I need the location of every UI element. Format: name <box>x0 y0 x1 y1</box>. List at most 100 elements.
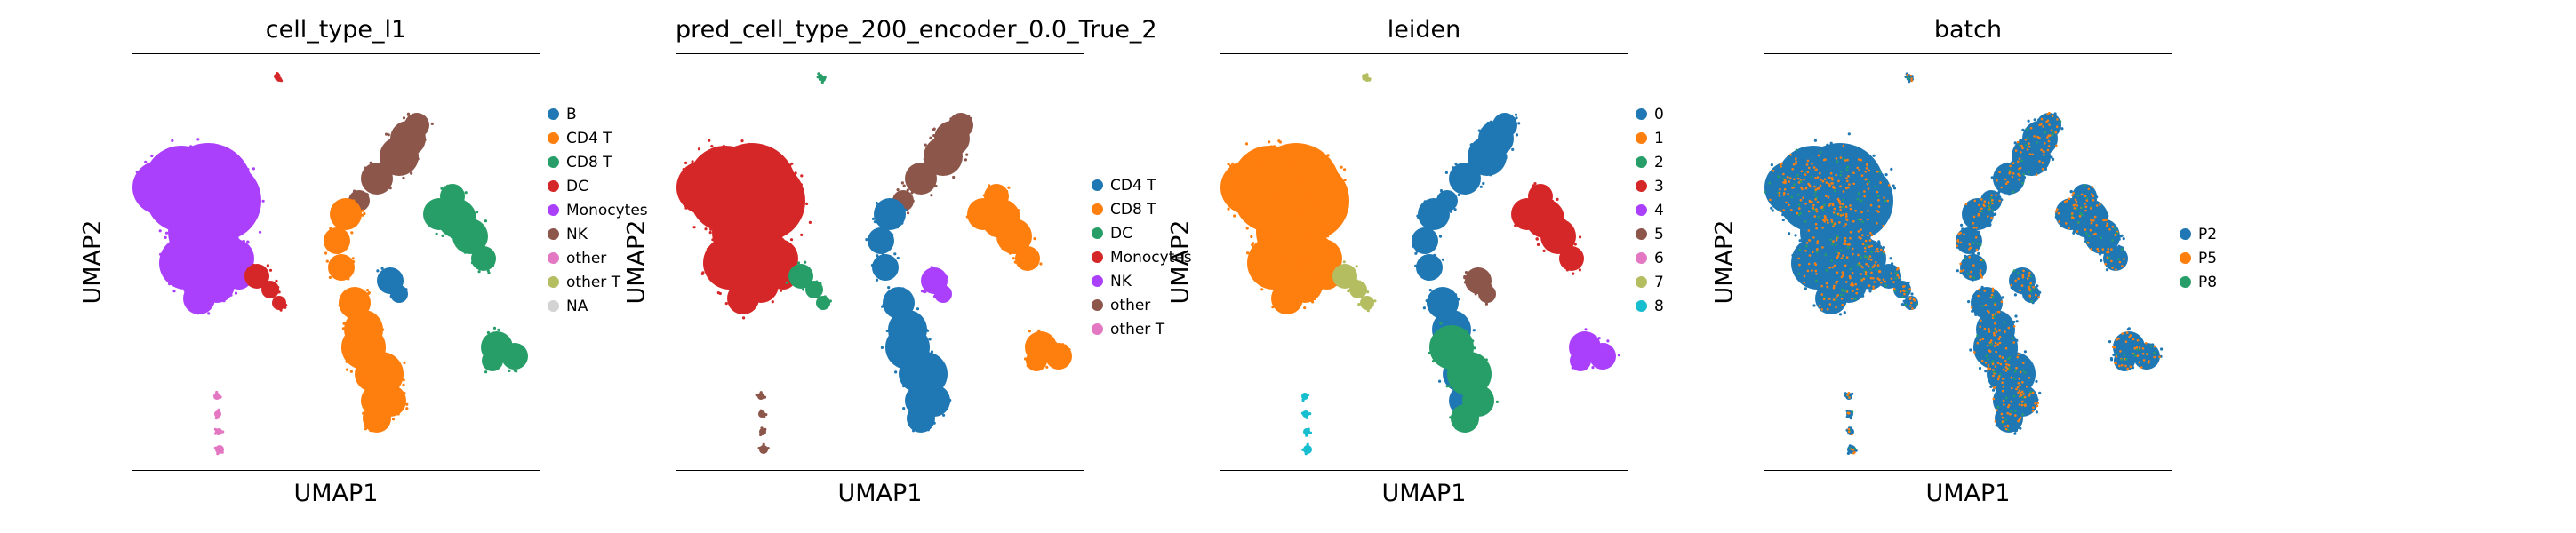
data-point <box>1833 207 1836 211</box>
data-point <box>2004 182 2008 186</box>
data-point <box>2017 382 2020 385</box>
data-point <box>800 212 804 216</box>
data-point <box>1449 359 1452 362</box>
data-point <box>1795 157 1797 160</box>
data-point <box>1808 254 1812 257</box>
data-point <box>1857 158 1860 161</box>
data-point <box>2004 370 2008 372</box>
data-point <box>2004 425 2006 428</box>
cluster-mono-tail <box>785 260 832 310</box>
data-point <box>1845 281 1848 283</box>
data-point <box>1489 131 1492 135</box>
data-point <box>2123 354 2126 357</box>
data-point <box>2117 258 2120 260</box>
data-point <box>190 269 194 274</box>
data-point <box>385 132 388 136</box>
data-point <box>1302 262 1306 266</box>
data-point <box>741 232 745 235</box>
data-point <box>1464 271 1468 274</box>
data-point <box>284 306 287 309</box>
point-cloud <box>328 254 355 281</box>
data-point <box>1867 210 1869 212</box>
data-point <box>882 304 885 307</box>
data-point <box>367 291 371 295</box>
legend-marker <box>2180 228 2191 240</box>
data-point <box>1846 202 1850 206</box>
data-point <box>1977 212 1980 216</box>
data-point <box>2017 277 2020 281</box>
data-point <box>934 184 938 188</box>
data-point <box>240 259 244 262</box>
data-point <box>763 415 766 418</box>
data-point <box>1957 232 1961 235</box>
data-point <box>2054 215 2058 219</box>
data-point <box>1287 162 1291 165</box>
data-point <box>1976 242 1979 245</box>
data-point <box>1988 311 1990 314</box>
data-point <box>2133 347 2136 350</box>
legend-entry: Monocytes <box>1092 245 1192 269</box>
point-cloud <box>452 219 488 254</box>
data-point <box>275 279 278 282</box>
data-point <box>1770 201 1773 204</box>
data-point <box>1845 177 1848 179</box>
data-point <box>208 152 212 155</box>
data-point <box>1841 205 1844 209</box>
data-point <box>2018 167 2020 171</box>
data-point <box>1454 426 1458 430</box>
data-point <box>1993 333 1996 337</box>
data-point <box>188 229 191 233</box>
data-point <box>1292 282 1295 285</box>
data-point <box>1464 403 1468 407</box>
data-point <box>1299 234 1302 237</box>
data-point <box>1901 296 1904 298</box>
data-point <box>200 265 204 268</box>
data-point <box>2051 115 2054 118</box>
data-point <box>736 170 740 173</box>
data-point <box>1226 185 1229 188</box>
data-point <box>2028 145 2031 148</box>
data-point <box>1827 188 1830 192</box>
data-point <box>941 392 945 395</box>
data-point <box>1480 283 1484 287</box>
data-point <box>1556 197 1559 201</box>
data-point <box>2013 293 2017 297</box>
data-point <box>1996 362 2000 365</box>
data-point <box>901 367 905 370</box>
data-point <box>1324 285 1328 289</box>
data-point <box>2114 346 2116 349</box>
data-point <box>2112 353 2116 357</box>
legend-entry: 4 <box>1636 198 1664 222</box>
data-point <box>1973 310 1977 314</box>
legend-marker <box>548 228 559 240</box>
point-cloud <box>261 281 279 298</box>
data-point <box>2027 152 2030 155</box>
legend-marker <box>548 156 559 168</box>
data-point <box>380 414 383 418</box>
data-point <box>1884 284 1887 287</box>
data-point <box>2068 197 2071 201</box>
data-point <box>2002 378 2004 380</box>
data-point <box>336 224 340 227</box>
data-point <box>212 296 216 299</box>
legend-label: Monocytes <box>1110 248 1192 266</box>
data-point <box>1414 264 1418 267</box>
legend-entry: DC <box>1092 221 1192 245</box>
data-point <box>135 171 139 174</box>
data-point <box>2046 148 2050 152</box>
data-point <box>1008 251 1012 255</box>
data-point <box>1319 280 1323 283</box>
data-point <box>1357 303 1361 306</box>
data-point <box>1842 144 1845 147</box>
data-point <box>907 392 910 395</box>
data-point <box>364 425 368 428</box>
data-point <box>1517 122 1521 125</box>
data-point <box>1849 236 1852 240</box>
data-point <box>1868 239 1872 242</box>
data-point <box>1841 271 1844 274</box>
data-point <box>1993 370 1996 374</box>
data-point <box>2084 195 2087 197</box>
cluster-cd8-right <box>965 184 1043 271</box>
data-point <box>901 287 905 290</box>
data-point <box>236 204 240 208</box>
